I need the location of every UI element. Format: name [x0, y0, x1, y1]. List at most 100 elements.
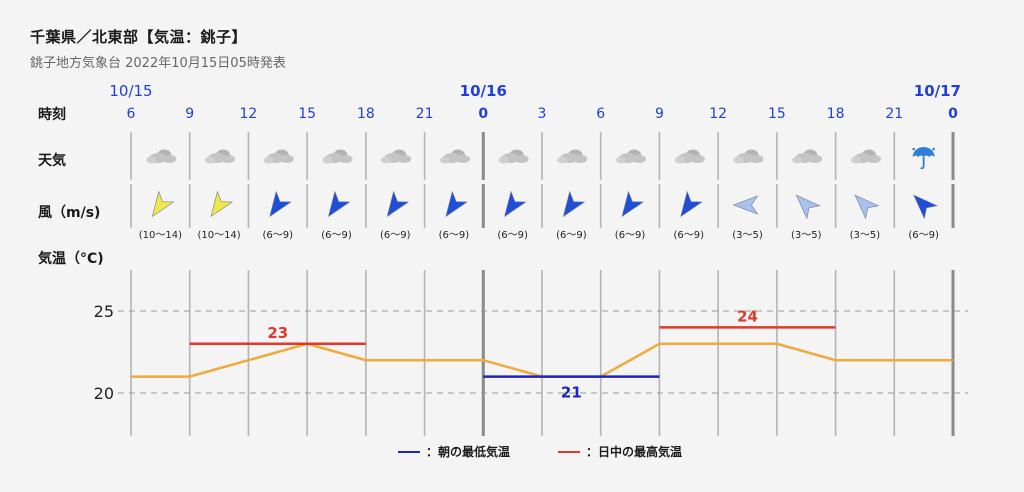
- legend-min-swatch: [398, 450, 420, 453]
- cloud-icon: [733, 149, 764, 164]
- cloud-body: [616, 156, 627, 164]
- cloud-icon: [205, 149, 236, 164]
- hour-label: 9: [185, 106, 194, 122]
- cloud-body: [850, 156, 861, 164]
- wind-speed-label: (6〜9): [674, 230, 705, 241]
- wind-arrow-shape: [732, 195, 759, 215]
- date-label: 10/16: [460, 82, 507, 100]
- wind-speed-label: (6〜9): [556, 230, 587, 241]
- cloud-body: [162, 155, 177, 163]
- umbrella-canopy: [912, 147, 935, 157]
- cloud-body: [674, 156, 685, 164]
- hour-label: 18: [827, 106, 845, 122]
- umbrella-icon: [912, 147, 935, 170]
- wind-arrow-shape: [269, 190, 292, 218]
- hour-label: 3: [538, 106, 547, 122]
- umbrella-handle: [920, 157, 925, 170]
- wind-speed-label: (6〜9): [380, 230, 411, 241]
- wind-speed-label: (6〜9): [263, 230, 294, 241]
- cloud-body: [205, 156, 216, 164]
- hour-label: 12: [709, 106, 727, 122]
- rain-drop: [932, 147, 935, 151]
- wind-speed-label: (10〜14): [139, 230, 182, 241]
- cloud-body: [322, 156, 333, 164]
- cloud-body: [338, 155, 353, 163]
- hour-label: 21: [416, 106, 434, 122]
- cloud-icon: [674, 149, 705, 164]
- cloud-icon: [557, 149, 588, 164]
- legend-max-label: ：日中の最高気温: [586, 445, 683, 459]
- y-tick-label: 25: [94, 302, 114, 321]
- wind-arrow-shape: [913, 194, 939, 220]
- legend-max: ：日中の最高気温: [558, 443, 682, 460]
- hour-label: 0: [948, 106, 958, 122]
- cloud-body: [279, 155, 294, 163]
- date-label: 10/17: [914, 82, 961, 100]
- cloud-icon: [381, 149, 412, 164]
- legend-max-swatch: [558, 450, 580, 453]
- wind-arrow-icon: [504, 190, 527, 218]
- cloud-body: [439, 156, 450, 164]
- wind-arrow-shape: [621, 190, 645, 218]
- cloud-body: [455, 155, 470, 163]
- cloud-body: [557, 156, 568, 164]
- hour-label: 15: [768, 106, 786, 122]
- wind-arrow-shape: [386, 190, 410, 218]
- wind-speed-label: (3〜5): [732, 230, 763, 241]
- hour-label: 6: [127, 106, 136, 122]
- page-subtitle: 銚子地方気象台 2022年10月15日05時発表: [30, 56, 286, 71]
- cloud-icon: [850, 149, 881, 164]
- legend-min: ：朝の最低気温: [398, 443, 510, 460]
- wind-arrow-shape: [445, 190, 468, 218]
- hour-label: 15: [298, 106, 316, 122]
- cloud-body: [866, 155, 881, 163]
- wind-arrow-icon: [210, 190, 234, 218]
- min-temp-label: 21: [561, 384, 582, 402]
- cloud-body: [792, 156, 803, 164]
- wind-arrow-icon: [386, 190, 410, 218]
- wind-arrow-shape: [854, 194, 880, 220]
- wind-arrow-icon: [445, 190, 468, 218]
- cloud-body: [733, 156, 744, 164]
- page-title: 千葉県／北東部【気温：銚子】: [30, 28, 248, 46]
- cloud-body: [221, 155, 236, 163]
- wind-arrow-shape: [504, 190, 527, 218]
- wind-speed-label: (6〜9): [497, 230, 528, 241]
- cloud-icon: [616, 149, 647, 164]
- wind-speed-label: (3〜5): [791, 230, 822, 241]
- cloud-body: [381, 156, 392, 164]
- weather-row-label: 天気: [38, 153, 66, 169]
- wind-arrow-icon: [854, 194, 880, 220]
- cloud-body: [632, 155, 647, 163]
- cloud-body: [690, 155, 705, 163]
- hour-label: 9: [655, 106, 664, 122]
- wind-speed-label: (3〜5): [850, 230, 881, 241]
- wind-speed-label: (6〜9): [908, 230, 939, 241]
- wind-speed-label: (6〜9): [321, 230, 352, 241]
- hour-label: 21: [885, 106, 903, 122]
- temp-row-label: 気温（°C): [38, 251, 104, 267]
- hour-label: 18: [357, 106, 375, 122]
- wind-arrow-icon: [151, 190, 175, 218]
- wind-arrow-shape: [795, 194, 821, 220]
- hour-label: 6: [596, 106, 605, 122]
- wind-speed-label: (6〜9): [439, 230, 470, 241]
- cloud-body: [749, 155, 764, 163]
- y-tick-label: 20: [94, 384, 114, 403]
- cloud-icon: [439, 149, 470, 164]
- hour-label: 12: [240, 106, 258, 122]
- wind-speed-label: (10〜14): [197, 230, 240, 241]
- cloud-icon: [146, 149, 177, 164]
- rain-drop: [912, 147, 915, 151]
- cloud-icon: [498, 149, 529, 164]
- wind-arrow-icon: [795, 194, 821, 220]
- cloud-icon: [792, 149, 823, 164]
- cloud-body: [397, 155, 412, 163]
- cloud-body: [146, 156, 157, 164]
- wind-arrow-shape: [327, 190, 351, 218]
- wind-arrow-icon: [327, 190, 351, 218]
- wind-arrow-icon: [269, 190, 292, 218]
- time-row-label: 時刻: [38, 107, 66, 123]
